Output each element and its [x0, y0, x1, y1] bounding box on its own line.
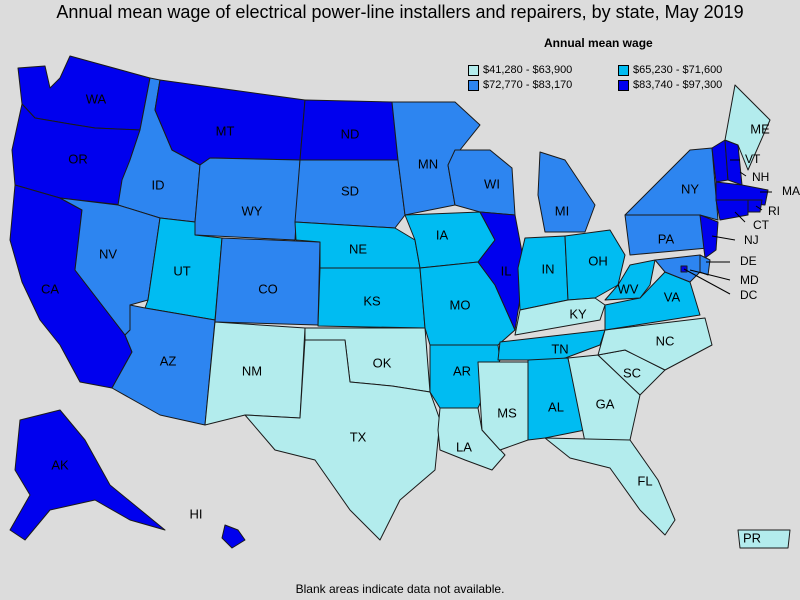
state-label-de: DE	[740, 254, 757, 268]
state-label-va: VA	[664, 289, 681, 304]
map-title: Annual mean wage of electrical power-lin…	[56, 2, 744, 22]
state-label-oh: OH	[588, 253, 608, 268]
legend-item-tier-1: $41,280 - $63,900	[468, 64, 572, 76]
state-nc	[597, 317, 713, 371]
state-wi	[447, 149, 516, 216]
state-label-wi: WI	[484, 176, 500, 191]
leader-line-nh	[739, 171, 747, 177]
state-ri	[747, 199, 763, 213]
state-label-wy: WY	[242, 203, 263, 218]
state-label-me: ME	[750, 121, 770, 136]
state-label-mo: MO	[450, 297, 471, 312]
leader-line-dc	[683, 268, 731, 295]
leader-line-ri	[755, 205, 763, 211]
state-label-sc: SC	[623, 365, 641, 380]
legend-label: $83,740 - $97,300	[633, 79, 723, 91]
state-ga	[567, 354, 641, 443]
state-label-il: IL	[501, 263, 512, 278]
state-label-ar: AR	[453, 363, 471, 378]
state-label-ga: GA	[596, 396, 615, 411]
state-label-ct: CT	[753, 218, 770, 232]
legend-item-tier-4: $83,740 - $97,300	[618, 79, 722, 91]
legend-swatch	[618, 64, 629, 76]
state-label-nj: NJ	[744, 233, 759, 247]
state-tn	[497, 329, 606, 361]
state-label-sd: SD	[341, 183, 359, 198]
state-mi	[537, 151, 596, 233]
state-label-tn: TN	[551, 341, 568, 356]
state-label-tx: TX	[350, 429, 367, 444]
state-ny	[624, 147, 719, 221]
state-sd	[294, 159, 406, 229]
state-il	[477, 211, 526, 331]
legend-label: $65,230 - $71,600	[633, 64, 723, 76]
state-label-ak: AK	[51, 457, 69, 472]
state-label-ia: IA	[436, 227, 449, 242]
state-label-hi: HI	[190, 506, 203, 521]
legend-item-tier-3: $72,770 - $83,170	[468, 79, 572, 91]
legend-swatch	[468, 79, 479, 91]
state-label-la: LA	[456, 439, 472, 454]
state-label-co: CO	[258, 281, 278, 296]
state-label-pa: PA	[658, 231, 675, 246]
state-label-ca: CA	[41, 281, 59, 296]
state-label-mi: MI	[555, 203, 569, 218]
state-label-md: MD	[740, 273, 759, 287]
state-label-wv: WV	[618, 281, 639, 296]
legend-swatch	[618, 79, 629, 91]
state-label-ri: RI	[768, 204, 780, 218]
state-label-ks: KS	[363, 293, 381, 308]
state-label-mn: MN	[418, 156, 438, 171]
state-al	[527, 357, 586, 441]
state-label-nv: NV	[99, 246, 117, 261]
state-de	[699, 254, 711, 276]
state-label-dc: DC	[740, 288, 758, 302]
state-ak	[9, 409, 166, 541]
state-label-in: IN	[542, 261, 555, 276]
state-me	[724, 84, 771, 171]
state-label-ut: UT	[173, 263, 190, 278]
state-wy	[194, 157, 301, 241]
state-label-ms: MS	[497, 405, 517, 420]
state-ms	[477, 361, 529, 451]
state-label-vt: VT	[745, 152, 761, 166]
state-md	[654, 254, 701, 283]
state-label-al: AL	[548, 399, 564, 414]
state-pr	[737, 529, 791, 549]
state-label-nh: NH	[752, 170, 769, 184]
legend-swatch	[468, 64, 479, 76]
state-ct	[715, 199, 749, 221]
state-la	[437, 407, 506, 471]
state-fl	[544, 437, 676, 536]
state-label-fl: FL	[637, 473, 652, 488]
legend-title: Annual mean wage	[544, 36, 653, 50]
state-label-nc: NC	[656, 333, 675, 348]
state-label-ny: NY	[681, 181, 699, 196]
state-label-ma: MA	[782, 184, 800, 198]
state-ma	[715, 181, 769, 206]
state-label-id: ID	[152, 177, 165, 192]
leader-line-md	[689, 269, 731, 281]
state-label-ne: NE	[349, 241, 367, 256]
state-nj	[699, 214, 719, 259]
legend-label: $41,280 - $63,900	[483, 64, 573, 76]
footnote: Blank areas indicate data not available.	[295, 582, 505, 596]
state-label-or: OR	[68, 151, 88, 166]
state-label-ky: KY	[569, 306, 587, 321]
state-label-pr: PR	[743, 530, 761, 545]
state-label-nm: NM	[242, 363, 262, 378]
state-label-wa: WA	[86, 91, 107, 106]
state-label-nd: ND	[341, 126, 360, 141]
legend-label: $72,770 - $83,170	[483, 79, 573, 91]
state-tx	[244, 339, 441, 541]
leader-line-nj	[711, 235, 736, 241]
state-label-mt: MT	[216, 123, 235, 138]
state-label-az: AZ	[160, 353, 177, 368]
leader-line-ct	[734, 211, 746, 223]
legend-item-tier-2: $65,230 - $71,600	[618, 64, 722, 76]
state-label-ok: OK	[373, 355, 392, 370]
state-hi	[221, 524, 246, 549]
